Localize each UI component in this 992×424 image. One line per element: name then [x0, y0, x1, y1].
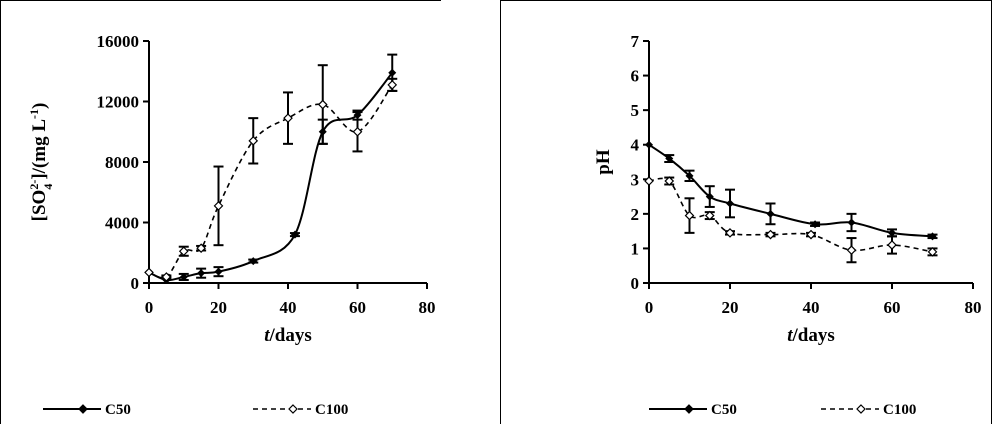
x-tick-label: 40 — [280, 298, 297, 317]
y-tick-label: 3 — [631, 170, 640, 189]
ph-chart: 0 1 2 3 4 5 6 7 0 20 40 60 80 t/days pH C50 C100 — [593, 32, 982, 418]
y-tick-label: 16000 — [97, 32, 140, 51]
series-line-c50 — [648, 143, 933, 238]
data-point-c50 — [705, 192, 714, 201]
data-point-c100 — [178, 246, 189, 257]
data-point-c50 — [766, 209, 775, 218]
data-point-c100 — [161, 272, 172, 282]
data-point-c50 — [179, 272, 188, 281]
data-point-c100 — [664, 176, 675, 186]
data-point-c100 — [725, 228, 735, 238]
data-point-c50 — [847, 218, 856, 227]
y-tick-label: 4 — [631, 136, 640, 155]
data-point-c100 — [765, 229, 776, 240]
y-tick-label: 6 — [631, 67, 640, 86]
x-axis-title: t/days — [787, 325, 835, 346]
y-tick-label: 7 — [631, 32, 640, 51]
data-point-c50 — [249, 257, 258, 266]
y-axis-title: pH — [593, 149, 614, 175]
data-point-c100 — [144, 267, 154, 278]
y-tick-label: 5 — [631, 101, 640, 120]
data-point-c100 — [644, 176, 654, 186]
x-tick-label: 60 — [349, 298, 366, 317]
data-point-c50 — [726, 199, 734, 208]
y-tick-label: 4000 — [105, 214, 139, 233]
data-point-c100 — [213, 201, 224, 211]
data-point-c50 — [888, 228, 896, 237]
y-axis-title: [SO42-]/(mg L-1) — [27, 103, 55, 222]
data-point-c100 — [317, 99, 328, 110]
data-point-c100 — [927, 247, 938, 257]
so4-chart-panel: 0 4000 8000 12000 16000 0 20 40 60 80 t/days [SO42-… — [0, 0, 441, 424]
legend-label-c50: C50 — [105, 402, 131, 418]
legend-marker-c100 — [288, 404, 298, 414]
data-point-c50 — [665, 154, 674, 163]
data-point-c100 — [704, 210, 715, 221]
x-tick-label: 20 — [210, 298, 227, 317]
x-axis-title: t/days — [264, 325, 312, 346]
series-line-c50 — [148, 72, 394, 282]
legend-label-c100: C100 — [883, 402, 916, 418]
y-tick-label: 1 — [631, 239, 640, 258]
data-point-c100 — [196, 243, 206, 254]
data-point-c100 — [387, 80, 398, 90]
ph-chart-panel: 0 1 2 3 4 5 6 7 0 20 40 60 80 t/days pH C50 C100 — [500, 0, 992, 424]
series-line-c100 — [648, 177, 933, 253]
x-tick-label: 0 — [145, 298, 154, 317]
data-point-c100 — [684, 210, 695, 221]
data-point-c100 — [806, 229, 816, 240]
series-line-c100 — [148, 84, 393, 279]
y-tick-label: 0 — [631, 274, 640, 293]
data-point-c100 — [248, 135, 259, 146]
data-point-c100 — [846, 245, 857, 256]
legend-marker-c50 — [684, 404, 694, 414]
data-point-c50 — [928, 232, 937, 241]
legend-label-c50: C50 — [711, 402, 737, 418]
y-tick-label: 2 — [631, 205, 640, 224]
x-tick-label: 40 — [803, 298, 820, 317]
data-point-c100 — [352, 126, 363, 137]
x-tick-label: 0 — [645, 298, 654, 317]
y-tick-label: 12000 — [97, 93, 140, 112]
y-tick-label: 0 — [131, 274, 140, 293]
data-point-c50 — [388, 68, 397, 77]
legend-marker-c100 — [856, 404, 866, 414]
data-point-c50 — [290, 230, 299, 239]
x-tick-label: 80 — [419, 298, 436, 317]
data-point-c50 — [645, 140, 653, 149]
legend-marker-c50 — [78, 404, 88, 414]
data-point-c50 — [811, 220, 820, 229]
x-tick-label: 60 — [884, 298, 901, 317]
data-point-c100 — [887, 240, 897, 250]
data-point-c100 — [283, 113, 293, 123]
so4-chart: 0 4000 8000 12000 16000 0 20 40 60 80 t/days [SO42-… — [27, 32, 436, 418]
legend-label-c100: C100 — [315, 402, 348, 418]
data-point-c50 — [214, 267, 223, 276]
data-point-c50 — [685, 171, 694, 180]
x-tick-label: 20 — [722, 298, 739, 317]
data-point-c50 — [197, 269, 206, 278]
y-tick-label: 8000 — [105, 153, 139, 172]
x-tick-label: 80 — [965, 298, 982, 317]
